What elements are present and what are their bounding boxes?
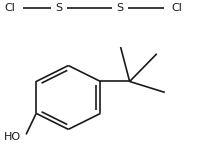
Text: S: S <box>115 3 123 13</box>
Text: S: S <box>55 3 63 13</box>
Text: Cl: Cl <box>171 3 181 13</box>
Text: HO: HO <box>3 132 21 142</box>
Text: Cl: Cl <box>5 3 15 13</box>
